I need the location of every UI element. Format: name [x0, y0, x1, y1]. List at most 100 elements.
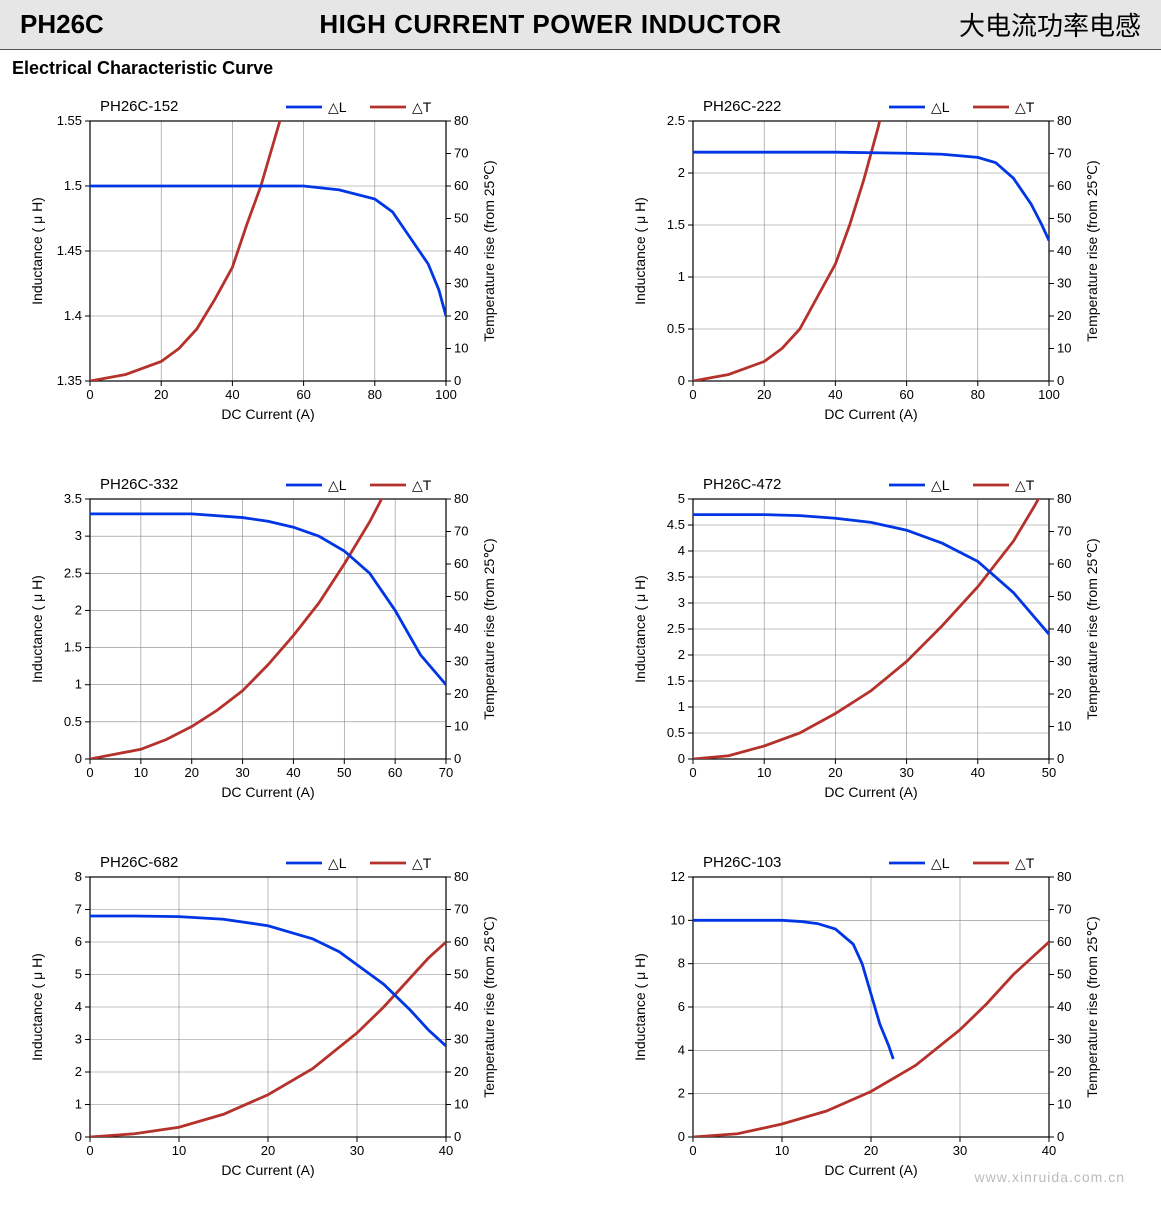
svg-text:50: 50 [1057, 967, 1071, 982]
svg-text:60: 60 [454, 934, 468, 949]
y-right-axis-title: Temperature rise (from 25℃) [481, 916, 497, 1097]
svg-text:8: 8 [75, 869, 82, 884]
svg-text:2: 2 [677, 165, 684, 180]
svg-text:80: 80 [454, 113, 468, 128]
header-bar: PH26C HIGH CURRENT POWER INDUCTOR 大电流功率电… [0, 0, 1161, 50]
svg-text:0.5: 0.5 [666, 321, 684, 336]
svg-text:0: 0 [75, 751, 82, 766]
svg-text:6: 6 [75, 934, 82, 949]
svg-text:60: 60 [454, 178, 468, 193]
svg-text:20: 20 [1057, 1064, 1071, 1079]
svg-text:0: 0 [677, 751, 684, 766]
svg-text:1.55: 1.55 [57, 113, 82, 128]
svg-text:5: 5 [677, 491, 684, 506]
svg-text:12: 12 [670, 869, 684, 884]
svg-text:3.5: 3.5 [64, 491, 82, 506]
svg-text:0: 0 [1057, 751, 1064, 766]
svg-text:1.5: 1.5 [64, 640, 82, 655]
legend-dl: △L [328, 477, 347, 493]
chart-title: PH26C-472 [703, 476, 781, 493]
svg-text:80: 80 [454, 869, 468, 884]
y-left-axis-title: Inductance ( μ H) [632, 197, 648, 305]
header-part-number: PH26C [20, 9, 210, 40]
legend-dl: △L [328, 855, 347, 871]
chart-PH26C-103: 01020304002468101201020304050607080PH26C… [621, 845, 1121, 1195]
svg-text:40: 40 [1041, 1143, 1055, 1158]
svg-text:100: 100 [1038, 387, 1060, 402]
y-right-axis-title: Temperature rise (from 25℃) [481, 160, 497, 341]
svg-text:50: 50 [1041, 765, 1055, 780]
svg-text:20: 20 [261, 1143, 275, 1158]
svg-text:0: 0 [689, 765, 696, 780]
header-title-en: HIGH CURRENT POWER INDUCTOR [210, 9, 891, 40]
svg-text:4: 4 [677, 1042, 684, 1057]
legend-dl: △L [931, 855, 950, 871]
chart-PH26C-472: 0102030405000.511.522.533.544.5501020304… [621, 467, 1121, 817]
svg-text:60: 60 [1057, 178, 1071, 193]
svg-text:0: 0 [677, 1129, 684, 1144]
svg-text:0: 0 [86, 765, 93, 780]
svg-text:10: 10 [454, 341, 468, 356]
svg-text:0: 0 [86, 1143, 93, 1158]
svg-text:1: 1 [75, 1097, 82, 1112]
svg-text:4.5: 4.5 [666, 517, 684, 532]
svg-text:40: 40 [970, 765, 984, 780]
chart-panel: 02040608010000.511.522.50102030405060708… [621, 89, 1144, 439]
svg-text:40: 40 [286, 765, 300, 780]
svg-text:0.5: 0.5 [666, 725, 684, 740]
svg-text:30: 30 [1057, 654, 1071, 669]
svg-text:20: 20 [1057, 686, 1071, 701]
svg-text:20: 20 [828, 765, 842, 780]
legend-dt: △T [412, 99, 432, 115]
svg-text:2: 2 [677, 1086, 684, 1101]
svg-text:80: 80 [368, 387, 382, 402]
svg-text:2: 2 [75, 602, 82, 617]
svg-text:10: 10 [1057, 719, 1071, 734]
svg-text:2.5: 2.5 [666, 113, 684, 128]
svg-text:70: 70 [454, 146, 468, 161]
svg-text:0: 0 [75, 1129, 82, 1144]
svg-text:8: 8 [677, 956, 684, 971]
svg-text:4: 4 [75, 999, 82, 1014]
svg-text:40: 40 [1057, 621, 1071, 636]
svg-text:70: 70 [1057, 902, 1071, 917]
svg-text:50: 50 [337, 765, 351, 780]
section-title: Electrical Characteristic Curve [0, 50, 1161, 83]
svg-text:0: 0 [677, 373, 684, 388]
svg-text:40: 40 [828, 387, 842, 402]
svg-text:40: 40 [454, 243, 468, 258]
svg-text:1.45: 1.45 [57, 243, 82, 258]
svg-text:6: 6 [677, 999, 684, 1014]
chart-panel: 0102030405000.511.522.533.544.5501020304… [621, 467, 1144, 817]
svg-text:5: 5 [75, 967, 82, 982]
x-axis-title: DC Current (A) [824, 1162, 917, 1178]
svg-text:70: 70 [454, 524, 468, 539]
chart-title: PH26C-222 [703, 98, 781, 115]
svg-text:30: 30 [952, 1143, 966, 1158]
svg-text:40: 40 [439, 1143, 453, 1158]
svg-text:80: 80 [1057, 491, 1071, 506]
svg-text:10: 10 [134, 765, 148, 780]
chart-panel: 01020304001234567801020304050607080PH26C… [18, 845, 541, 1195]
svg-text:1: 1 [75, 677, 82, 692]
svg-text:70: 70 [454, 902, 468, 917]
svg-text:70: 70 [1057, 146, 1071, 161]
svg-text:1: 1 [677, 269, 684, 284]
legend-dt: △T [1015, 855, 1035, 871]
svg-text:40: 40 [225, 387, 239, 402]
svg-text:40: 40 [454, 999, 468, 1014]
chart-PH26C-332: 01020304050607000.511.522.533.5010203040… [18, 467, 518, 817]
svg-text:60: 60 [1057, 556, 1071, 571]
svg-text:0: 0 [454, 1129, 461, 1144]
svg-text:30: 30 [1057, 1032, 1071, 1047]
y-right-axis-title: Temperature rise (from 25℃) [1084, 160, 1100, 341]
svg-text:20: 20 [1057, 308, 1071, 323]
svg-text:7: 7 [75, 902, 82, 917]
svg-text:60: 60 [1057, 934, 1071, 949]
svg-text:10: 10 [774, 1143, 788, 1158]
svg-text:50: 50 [454, 967, 468, 982]
svg-text:50: 50 [1057, 589, 1071, 604]
svg-text:20: 20 [184, 765, 198, 780]
svg-text:2: 2 [75, 1064, 82, 1079]
svg-text:10: 10 [454, 719, 468, 734]
